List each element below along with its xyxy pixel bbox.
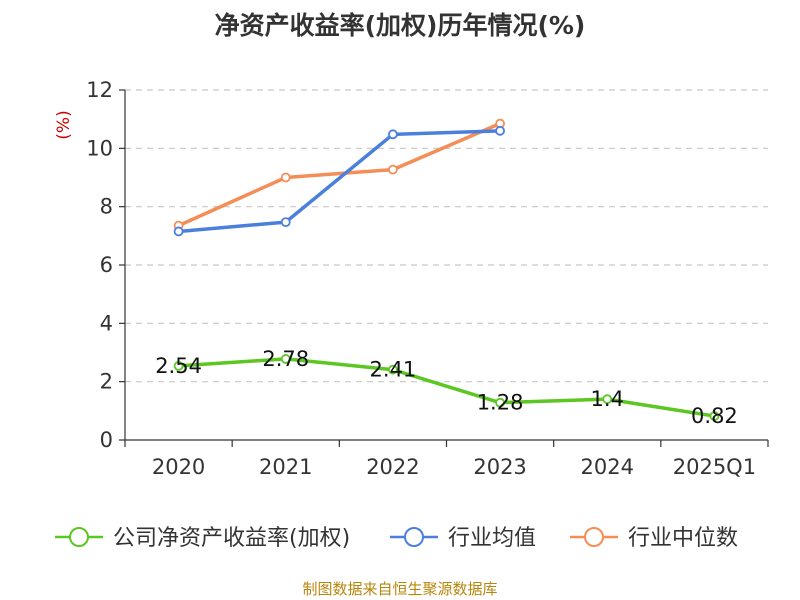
data-point [388,364,398,375]
data-label: 0.82 [691,404,738,428]
x-tick-label: 2025Q1 [673,455,756,479]
data-point [388,129,398,140]
legend-item: 行业中位数 [570,526,738,551]
data-labels: 2.54 2.78 2.41 1.28 1.4 0.82 [155,347,738,428]
legend-label: 行业均值 [448,526,536,551]
legend: 公司净资产收益率(加权) 行业均值 行业中位数 [55,526,738,551]
series [173,118,720,421]
y-tick-label: 8 [100,195,113,219]
x-tick-label: 2020 [152,455,205,479]
data-point [709,411,720,421]
data-point [280,217,291,228]
data-point [173,361,184,371]
data-label: 2.78 [262,347,309,371]
legend-item: 行业均值 [390,526,536,551]
y-tick-label: 12 [86,78,113,102]
data-label: 2.54 [155,354,202,378]
data-point [495,397,505,408]
data-point [280,354,291,364]
data-point [280,172,291,183]
legend-marker [584,527,604,547]
data-point [602,394,613,405]
y-axis-label: (%) [54,110,74,139]
y-tick-label: 2 [100,370,113,394]
y-tick-label: 0 [100,428,113,452]
source-note: 制图数据来自恒生聚源数据库 [302,580,498,598]
y-tick-label: 6 [100,253,113,277]
data-label: 1.28 [477,391,524,415]
data-point [388,164,398,175]
legend-item: 公司净资产收益率(加权) [55,526,350,551]
data-point [495,125,505,136]
y-tick-label: 4 [100,311,113,335]
tick-labels: 0 2 4 6 8 10 12 2020 2021 2022 2023 2024 2025Q1 [86,78,756,479]
data-label: 1.4 [591,387,624,411]
legend-marker [69,527,89,547]
series-line [178,129,501,234]
x-tick-label: 2023 [473,455,526,479]
series-line [177,121,501,228]
legend-label: 行业中位数 [628,526,738,551]
x-tick-label: 2022 [366,455,419,479]
legend-marker [404,527,424,547]
y-tick-label: 10 [86,136,113,160]
data-label: 2.41 [370,358,417,382]
data-point [173,226,184,237]
x-tick-label: 2021 [259,455,312,479]
series-line [178,357,715,418]
x-tick-label: 2024 [581,455,634,479]
legend-label: 公司净资产收益率(加权) [113,526,350,551]
chart-title: 净资产收益率(加权)历年情况(%) [214,11,586,40]
axes [119,89,769,447]
